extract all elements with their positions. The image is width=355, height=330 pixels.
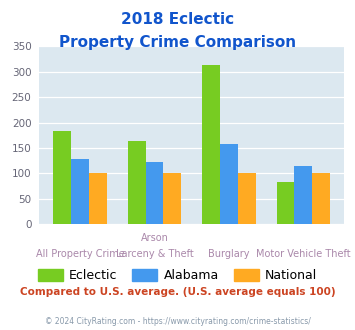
- Text: Arson: Arson: [141, 233, 168, 243]
- Bar: [312, 174, 330, 224]
- Bar: [89, 174, 107, 224]
- Text: Burglary: Burglary: [208, 249, 250, 259]
- Text: 2018 Eclectic: 2018 Eclectic: [121, 12, 234, 26]
- Text: Property Crime Comparison: Property Crime Comparison: [59, 35, 296, 50]
- Bar: [202, 65, 220, 224]
- Bar: [277, 182, 294, 224]
- Bar: [128, 142, 146, 224]
- Text: © 2024 CityRating.com - https://www.cityrating.com/crime-statistics/: © 2024 CityRating.com - https://www.city…: [45, 317, 310, 326]
- Bar: [71, 159, 89, 224]
- Text: Motor Vehicle Theft: Motor Vehicle Theft: [256, 249, 351, 259]
- Bar: [220, 144, 238, 224]
- Bar: [238, 174, 256, 224]
- Bar: [53, 131, 71, 224]
- Bar: [294, 166, 312, 224]
- Text: Larceny & Theft: Larceny & Theft: [116, 249, 193, 259]
- Bar: [163, 174, 181, 224]
- Text: All Property Crime: All Property Crime: [36, 249, 124, 259]
- Text: Compared to U.S. average. (U.S. average equals 100): Compared to U.S. average. (U.S. average …: [20, 287, 335, 297]
- Bar: [146, 162, 163, 224]
- Legend: Eclectic, Alabama, National: Eclectic, Alabama, National: [33, 264, 322, 287]
